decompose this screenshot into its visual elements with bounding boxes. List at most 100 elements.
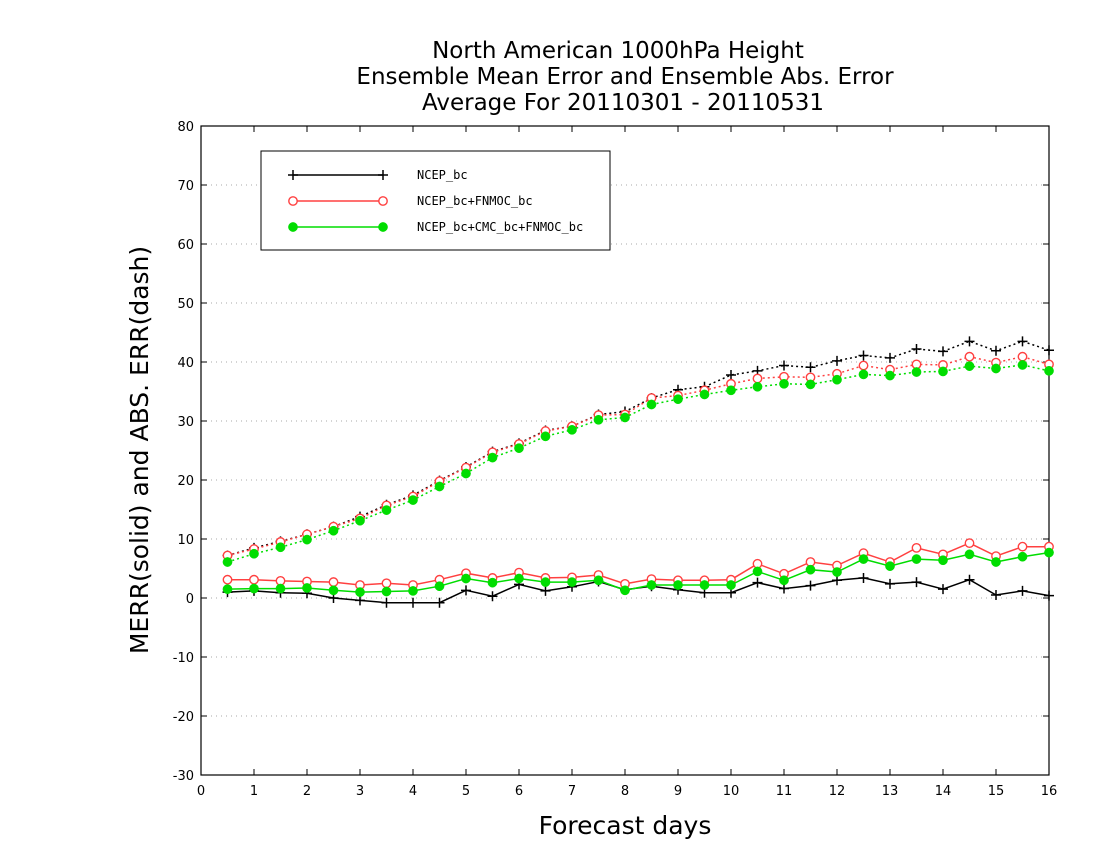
y-tick-label: -20 <box>173 710 194 725</box>
series-layer <box>222 336 1054 608</box>
series-ncep-bc-merr-point <box>858 572 869 583</box>
series-ncep-cmc-fnmoc-abs-err-point <box>938 366 948 377</box>
series-ncep-cmc-fnmoc-abs-err-point <box>885 370 895 381</box>
series-ncep-bc-abs-err-point <box>1017 336 1028 347</box>
series-ncep-cmc-fnmoc-abs-err-point <box>487 452 498 463</box>
series-ncep-cmc-fnmoc-abs-err-point <box>805 379 816 390</box>
series-ncep-fnmoc-merr-point <box>964 538 975 549</box>
series-ncep-cmc-fnmoc-merr-point <box>964 549 975 560</box>
y-tick-label: 40 <box>177 356 194 371</box>
series-ncep-cmc-fnmoc-merr-point <box>222 584 233 595</box>
series-ncep-bc-merr <box>222 572 1054 608</box>
grid <box>201 184 1049 717</box>
x-tick-label: 6 <box>515 784 523 799</box>
series-ncep-cmc-fnmoc-abs-err-point <box>275 542 286 553</box>
series-ncep-cmc-fnmoc-merr-point <box>832 567 842 577</box>
chart-title-line-2: Ensemble Mean Error and Ensemble Abs. Er… <box>356 64 894 90</box>
series-ncep-cmc-fnmoc-merr-point <box>381 586 392 597</box>
series-ncep-fnmoc-merr <box>222 538 1054 590</box>
series-ncep-cmc-fnmoc-merr-point <box>328 585 339 596</box>
legend-label: NCEP_bc+FNMOC_bc <box>417 194 533 208</box>
series-ncep-cmc-fnmoc-abs-err-point <box>1044 366 1054 376</box>
series-ncep-cmc-fnmoc-merr-point <box>487 577 498 588</box>
series-ncep-bc-abs-err-point <box>779 360 789 371</box>
y-tick-label: -30 <box>173 769 194 784</box>
y-axis-ticks: -30 -20 -10 0 10 20 30 40 50 60 70 80 <box>173 120 1049 784</box>
series-ncep-bc-merr-point <box>779 583 789 594</box>
x-tick-label: 5 <box>462 784 470 799</box>
legend-marker <box>378 170 388 180</box>
series-ncep-bc-merr-point <box>408 597 418 608</box>
series-ncep-cmc-fnmoc-merr-point <box>805 564 816 575</box>
series-ncep-bc-merr-point <box>805 580 816 591</box>
series-ncep-cmc-fnmoc-abs-err <box>222 360 1054 567</box>
series-ncep-bc-abs-err-point <box>991 345 1001 356</box>
series-ncep-fnmoc-merr-point <box>381 578 392 589</box>
legend-item: NCEP_bc+FNMOC_bc <box>288 194 533 208</box>
series-ncep-cmc-fnmoc-merr-point <box>249 583 259 594</box>
series-ncep-cmc-fnmoc-merr-point <box>302 583 312 593</box>
series-ncep-cmc-fnmoc-merr-point <box>991 557 1001 567</box>
series-ncep-cmc-fnmoc-abs-err-point <box>593 414 604 425</box>
chart-title-line-3: Average For 20110301 - 20110531 <box>422 90 824 116</box>
x-tick-label: 12 <box>829 784 846 799</box>
series-ncep-fnmoc-abs-err-point <box>1017 351 1028 362</box>
series-ncep-cmc-fnmoc-merr-point <box>779 575 789 586</box>
series-ncep-cmc-fnmoc-merr-point <box>1044 547 1054 558</box>
series-ncep-bc-abs-err-point <box>885 352 895 363</box>
series-ncep-bc-merr-point <box>1044 590 1054 601</box>
series-ncep-fnmoc-abs-err-point <box>752 373 763 384</box>
series-ncep-bc-abs-err-point <box>964 336 975 347</box>
y-tick-label: 50 <box>177 297 194 312</box>
series-ncep-fnmoc-abs-err-line <box>227 355 1050 557</box>
series-ncep-cmc-fnmoc-merr-point <box>911 554 922 564</box>
series-ncep-cmc-fnmoc-merr-point <box>673 580 683 590</box>
series-ncep-fnmoc-merr-point <box>328 577 339 587</box>
series-ncep-bc-merr-point <box>911 577 922 588</box>
series-ncep-cmc-fnmoc-abs-err-point <box>302 534 312 545</box>
series-ncep-bc-abs-err-point <box>832 355 842 366</box>
x-tick-label: 0 <box>197 784 205 799</box>
series-ncep-cmc-fnmoc-abs-err-point <box>1017 360 1028 370</box>
series-ncep-fnmoc-merr-point <box>1017 541 1028 552</box>
series-ncep-cmc-fnmoc-merr-point <box>885 561 895 571</box>
series-ncep-cmc-fnmoc-abs-err-point <box>381 505 392 515</box>
series-ncep-cmc-fnmoc-merr-point <box>752 566 763 577</box>
series-ncep-bc-merr-point <box>964 574 975 585</box>
series-ncep-cmc-fnmoc-abs-err-line <box>227 364 1050 563</box>
y-axis-title: MERR(solid) and ABS. ERR(dash) <box>125 246 154 654</box>
series-ncep-bc-merr-point <box>381 597 392 608</box>
x-tick-label: 10 <box>723 784 740 799</box>
x-axis-ticks: 0 1 2 3 4 5 6 7 8 9 10 11 12 13 14 15 16 <box>197 126 1057 799</box>
x-tick-label: 7 <box>568 784 576 799</box>
series-ncep-bc-merr-point <box>355 595 365 606</box>
series-ncep-bc-abs-err-line <box>227 340 1050 557</box>
series-ncep-cmc-fnmoc-merr-point <box>275 583 286 594</box>
x-tick-label: 1 <box>250 784 258 799</box>
series-ncep-cmc-fnmoc-abs-err-point <box>567 425 577 435</box>
x-tick-label: 14 <box>935 784 952 799</box>
series-ncep-cmc-fnmoc-abs-err-point <box>222 557 233 567</box>
series-ncep-fnmoc-merr-point <box>222 574 233 585</box>
series-ncep-bc-merr-point <box>885 578 895 589</box>
x-tick-label: 15 <box>988 784 1005 799</box>
series-ncep-bc-abs-err <box>222 336 1054 561</box>
series-ncep-bc-merr-point <box>461 585 471 596</box>
series-ncep-cmc-fnmoc-merr-point <box>1017 551 1028 562</box>
series-ncep-cmc-fnmoc-merr <box>222 547 1054 597</box>
legend-item: NCEP_bc+CMC_bc+FNMOC_bc <box>288 220 583 234</box>
series-ncep-bc-abs-err-point <box>911 344 922 355</box>
y-tick-label: 80 <box>177 120 194 135</box>
series-ncep-bc-merr-point <box>832 575 842 586</box>
chart-title-line-1: North American 1000hPa Height <box>432 38 804 64</box>
series-ncep-fnmoc-merr-point <box>249 574 259 585</box>
y-tick-label: 10 <box>177 533 194 548</box>
series-ncep-cmc-fnmoc-abs-err-point <box>461 468 471 479</box>
series-ncep-cmc-fnmoc-abs-err-point <box>779 378 789 389</box>
series-ncep-cmc-fnmoc-merr-point <box>593 575 604 586</box>
series-ncep-cmc-fnmoc-abs-err-point <box>991 363 1001 374</box>
series-ncep-bc-abs-err-point <box>858 350 869 361</box>
x-tick-label: 8 <box>621 784 629 799</box>
series-ncep-cmc-fnmoc-abs-err-point <box>911 367 922 377</box>
